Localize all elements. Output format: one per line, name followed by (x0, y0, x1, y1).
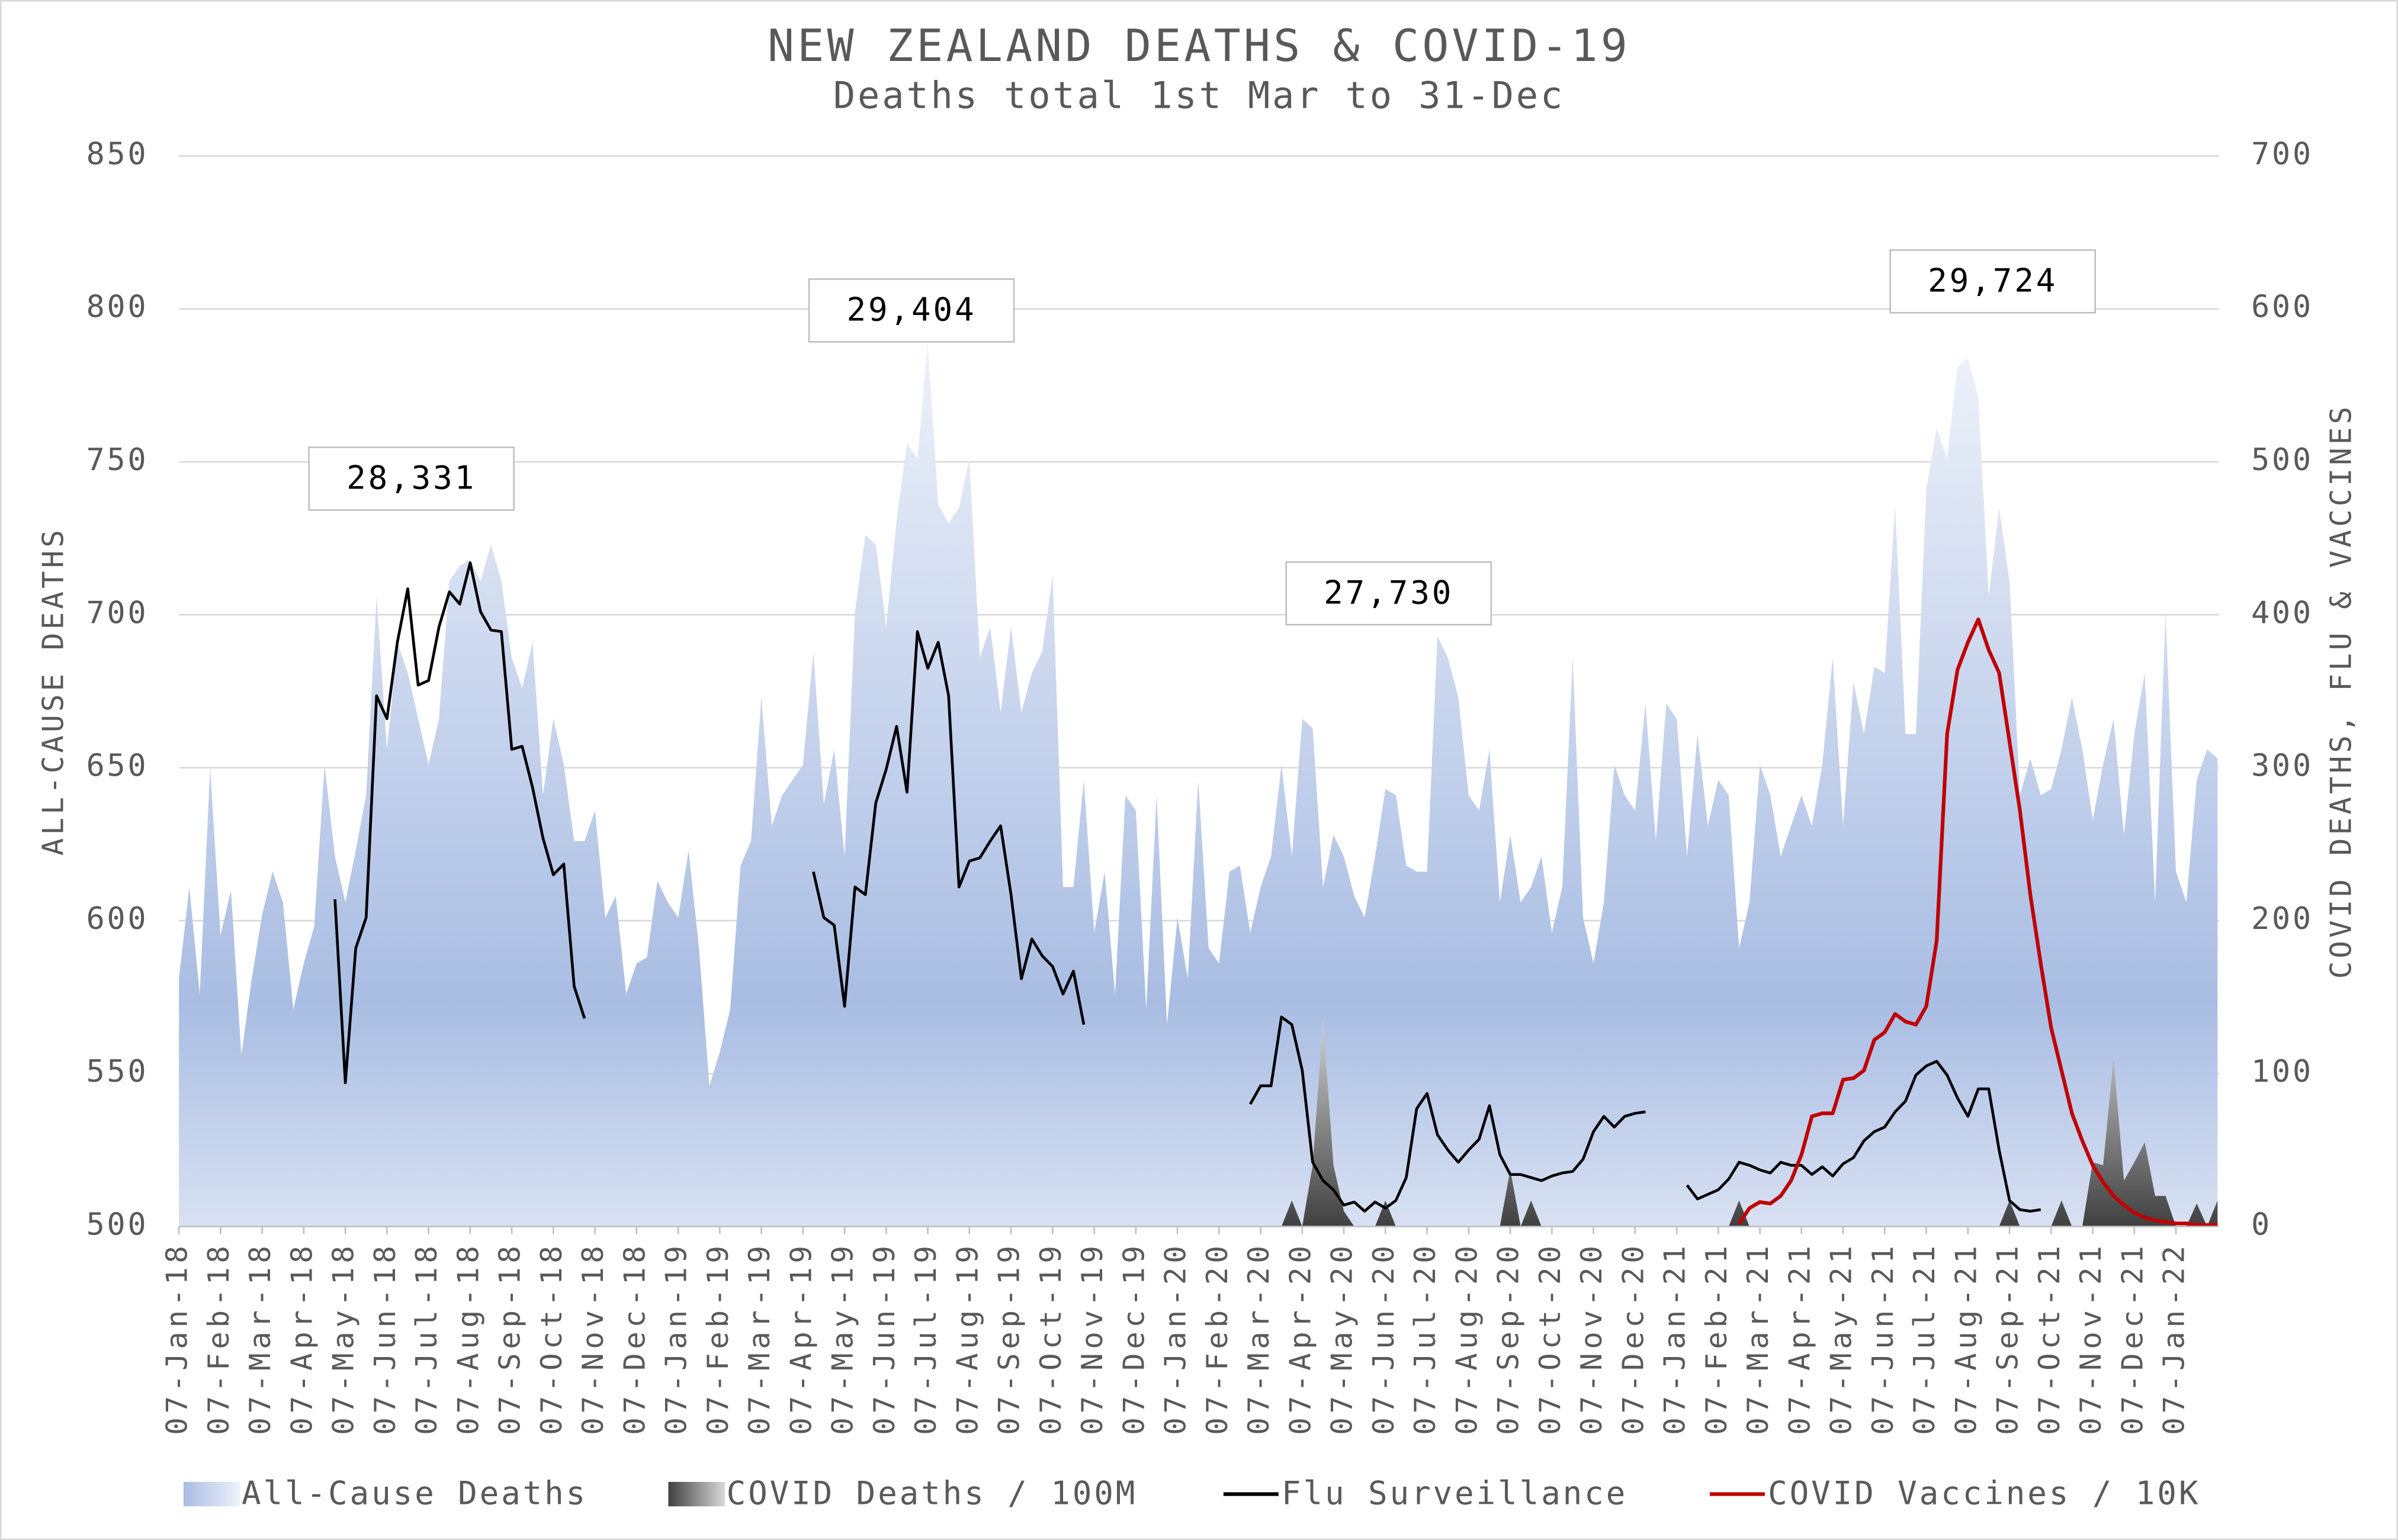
x-tick-label: 07-Sep-19 (992, 1242, 1026, 1435)
line (1737, 617, 2218, 1227)
legend-label: COVID Deaths / 100M (727, 1475, 1138, 1512)
x-tick-label: 07-Sep-18 (493, 1242, 527, 1435)
legend-swatch (668, 1481, 725, 1507)
x-tick-label: 07-Feb-20 (1200, 1242, 1234, 1435)
x-tick-label: 07-Jan-19 (659, 1242, 694, 1435)
x-tick-label: 07-Dec-21 (2115, 1242, 2149, 1435)
x-tick-label: 07-Oct-19 (1033, 1242, 1068, 1435)
y2-axis-title: COVID DEATHS, FLU & VACCINES (2324, 404, 2358, 979)
annotation: 28,331 (346, 459, 476, 497)
x-tick-label: 07-Jul-20 (1408, 1242, 1442, 1435)
x-tick-label: 07-May-20 (1325, 1242, 1359, 1435)
annotation-box (1889, 249, 2097, 314)
y-tick-label: 800 (86, 290, 149, 325)
y-tick-label: 850 (86, 136, 149, 172)
x-tick-label: 07-Mar-18 (243, 1242, 277, 1435)
annotation-box (1285, 561, 1492, 626)
x-tick-label: 07-Apr-21 (1782, 1242, 1816, 1435)
annotation-box (308, 446, 515, 511)
x-tick-label: 07-Aug-21 (1948, 1242, 1983, 1435)
x-tick-label: 07-Sep-21 (1991, 1242, 2025, 1435)
x-tick-label: 07-Jul-19 (909, 1242, 943, 1435)
x-tick-label: 07-Jun-20 (1366, 1242, 1401, 1435)
legend-label: COVID Vaccines / 10K (1768, 1475, 2200, 1512)
annotation: 29,724 (1928, 262, 2057, 299)
legend-label: All-Cause Deaths (242, 1475, 588, 1512)
x-tick-label: 07-Jan-18 (160, 1242, 194, 1435)
y-tick-label: 700 (86, 595, 149, 631)
y-tick-label: 650 (86, 748, 149, 784)
x-tick-label: 07-Dec-20 (1616, 1242, 1650, 1435)
annotation-box (808, 278, 1015, 343)
x-tick-label: 07-Jun-19 (867, 1242, 901, 1435)
x-tick-label: 07-Jul-18 (409, 1242, 444, 1435)
x-tick-label: 07-Dec-18 (617, 1242, 651, 1435)
line (333, 561, 2041, 1213)
y-tick-label: 750 (86, 442, 149, 478)
y-tick-label: 600 (86, 901, 149, 937)
x-tick-label: 07-Feb-18 (201, 1242, 236, 1435)
x-tick-label: 07-Mar-20 (1241, 1242, 1276, 1435)
y2-tick-label: 100 (2251, 1054, 2313, 1089)
y-tick-label: 550 (86, 1054, 149, 1089)
x-tick-label: 07-Dec-19 (1116, 1242, 1151, 1435)
x-tick-label: 07-Jan-22 (2157, 1242, 2191, 1435)
x-tick-label: 07-Apr-18 (284, 1242, 319, 1435)
y2-tick-label: 300 (2251, 748, 2313, 784)
x-tick-label: 07-Aug-20 (1449, 1242, 1484, 1435)
x-tick-label: 07-Oct-20 (1533, 1242, 1567, 1435)
annotation: 29,404 (846, 291, 976, 329)
x-tick-label: 07-Mar-21 (1741, 1242, 1775, 1435)
area (179, 342, 2218, 1227)
y-axis-title: ALL-CAUSE DEATHS (36, 527, 70, 856)
y2-tick-label: 700 (2251, 136, 2313, 172)
x-tick-label: 07-Oct-18 (534, 1242, 569, 1435)
x-tick-label: 07-Nov-19 (1075, 1242, 1109, 1435)
annotation: 27,730 (1324, 574, 1453, 611)
x-tick-label: 07-Jan-20 (1158, 1242, 1193, 1435)
y2-tick-label: 600 (2251, 290, 2313, 325)
chart-subtitle: Deaths total 1st Mar to 31-Dec (833, 73, 1565, 117)
area (1219, 1020, 2218, 1227)
x-tick-label: 07-May-19 (826, 1242, 860, 1435)
y2-tick-label: 500 (2251, 442, 2313, 478)
x-tick-label: 07-Feb-21 (1699, 1242, 1734, 1435)
x-tick-label: 07-Nov-21 (2073, 1242, 2108, 1435)
x-tick-label: 07-Feb-19 (701, 1242, 735, 1435)
y2-tick-label: 400 (2251, 595, 2313, 631)
x-tick-label: 07-Sep-20 (1491, 1242, 1526, 1435)
legend-label: Flu Surveillance (1282, 1475, 1627, 1512)
x-tick-label: 07-May-18 (326, 1242, 361, 1435)
x-tick-label: 07-May-21 (1824, 1242, 1858, 1435)
x-tick-label: 07-Aug-19 (950, 1242, 984, 1435)
x-tick-label: 07-Nov-20 (1574, 1242, 1609, 1435)
y2-tick-label: 0 (2251, 1207, 2272, 1242)
x-tick-label: 07-Apr-20 (1283, 1242, 1317, 1435)
x-tick-label: 07-Mar-19 (742, 1242, 776, 1435)
y-tick-label: 500 (86, 1207, 149, 1242)
x-tick-label: 07-Oct-21 (2032, 1242, 2066, 1435)
y2-tick-label: 200 (2251, 901, 2313, 937)
x-tick-label: 07-Jan-21 (1658, 1242, 1692, 1435)
x-tick-label: 07-Jun-21 (1866, 1242, 1900, 1435)
legend-swatch (183, 1481, 240, 1507)
x-tick-label: 07-Jul-21 (1907, 1242, 1941, 1435)
x-tick-label: 07-Nov-18 (576, 1242, 610, 1435)
x-tick-label: 07-Jun-18 (368, 1242, 402, 1435)
x-tick-label: 07-Aug-18 (451, 1242, 485, 1435)
x-tick-label: 07-Apr-19 (784, 1242, 818, 1435)
chart-title: NEW ZEALAND DEATHS & COVID-19 (768, 20, 1630, 72)
